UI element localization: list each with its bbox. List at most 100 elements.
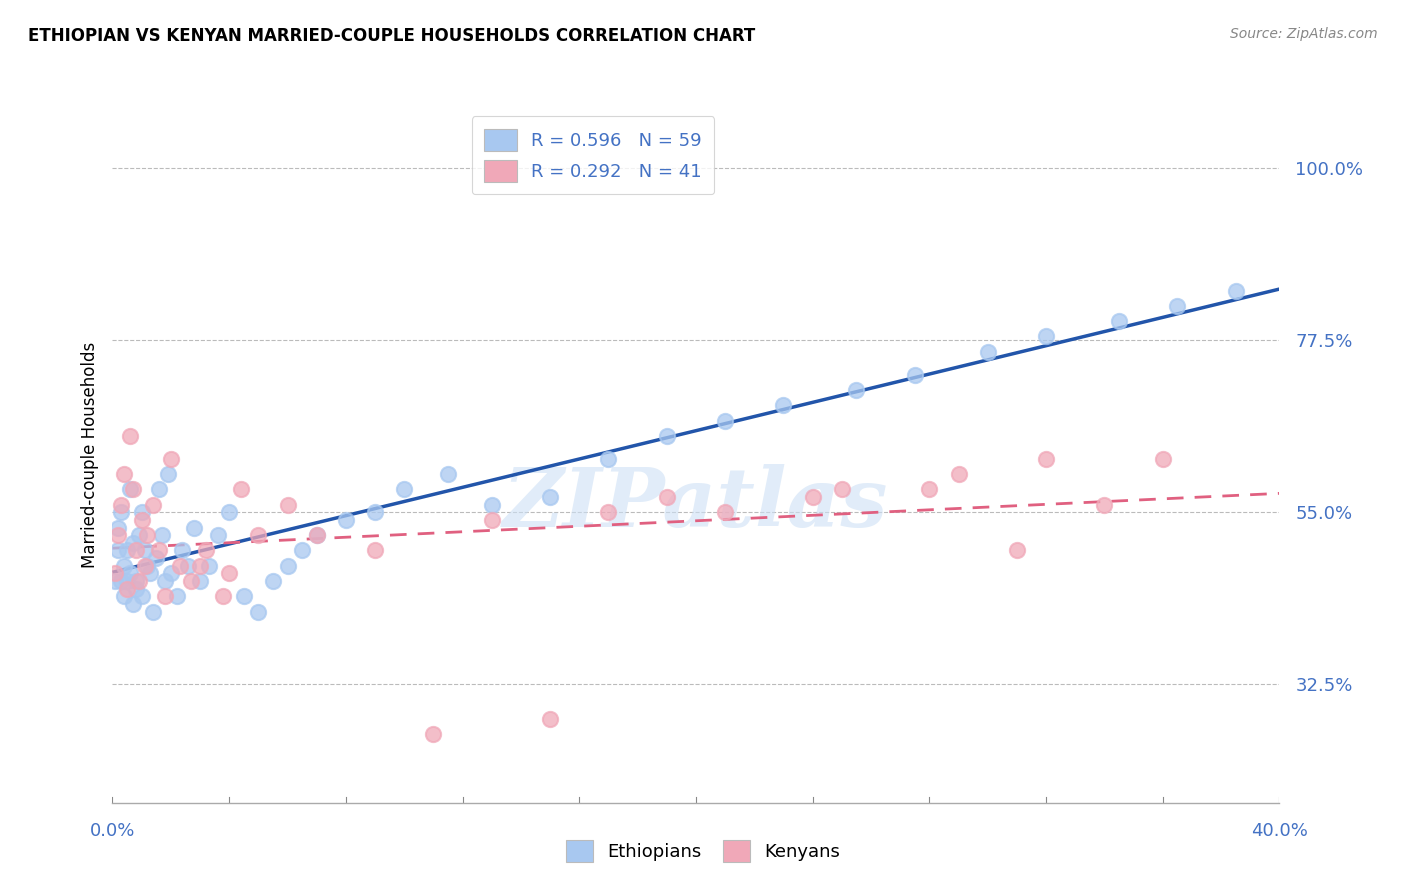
Point: [1166, 299, 1188, 313]
Text: 40.0%: 40.0%: [1251, 822, 1308, 840]
Point: [976, 344, 998, 359]
Point: [180, 574, 202, 588]
Point: [422, 727, 444, 741]
Point: [122, 536, 145, 550]
Point: [115, 543, 138, 558]
Point: [142, 498, 165, 512]
Point: [197, 558, 219, 573]
Point: [598, 505, 620, 519]
Point: [131, 505, 153, 519]
Point: [801, 490, 824, 504]
Point: [118, 429, 141, 443]
Point: [148, 543, 170, 558]
Point: [153, 574, 176, 588]
Point: [188, 574, 211, 588]
Point: [247, 528, 270, 542]
Point: [104, 566, 127, 581]
Point: [125, 574, 148, 588]
Text: ZIPatlas: ZIPatlas: [503, 464, 889, 543]
Point: [714, 413, 737, 427]
Point: [1035, 329, 1057, 343]
Point: [104, 574, 127, 588]
Text: 0.0%: 0.0%: [90, 822, 135, 840]
Point: [291, 543, 314, 558]
Point: [110, 498, 132, 512]
Point: [714, 505, 737, 519]
Point: [131, 513, 153, 527]
Point: [110, 505, 132, 519]
Point: [247, 605, 270, 619]
Point: [538, 712, 561, 726]
Point: [118, 483, 141, 497]
Point: [148, 483, 170, 497]
Point: [232, 590, 254, 604]
Point: [145, 551, 167, 566]
Point: [166, 590, 188, 604]
Point: [305, 528, 328, 542]
Point: [1092, 498, 1115, 512]
Point: [212, 590, 235, 604]
Point: [481, 513, 503, 527]
Point: [125, 543, 148, 558]
Point: [948, 467, 970, 481]
Point: [169, 558, 191, 573]
Point: [538, 490, 561, 504]
Point: [150, 528, 173, 542]
Text: ETHIOPIAN VS KENYAN MARRIED-COUPLE HOUSEHOLDS CORRELATION CHART: ETHIOPIAN VS KENYAN MARRIED-COUPLE HOUSE…: [28, 27, 755, 45]
Point: [305, 528, 328, 542]
Point: [115, 574, 138, 588]
Point: [207, 528, 229, 542]
Point: [183, 520, 205, 534]
Text: Source: ZipAtlas.com: Source: ZipAtlas.com: [1230, 27, 1378, 41]
Point: [1108, 314, 1130, 328]
Point: [276, 498, 298, 512]
Point: [655, 429, 678, 443]
Point: [142, 605, 165, 619]
Point: [128, 528, 150, 542]
Point: [122, 597, 145, 611]
Point: [107, 520, 129, 534]
Point: [194, 543, 217, 558]
Point: [1005, 543, 1028, 558]
Point: [160, 451, 183, 466]
Point: [655, 490, 678, 504]
Point: [262, 574, 284, 588]
Legend: R = 0.596   N = 59, R = 0.292   N = 41: R = 0.596 N = 59, R = 0.292 N = 41: [471, 116, 714, 194]
Point: [153, 590, 176, 604]
Point: [218, 566, 240, 581]
Point: [218, 505, 240, 519]
Point: [831, 483, 853, 497]
Y-axis label: Married-couple Households: Married-couple Households: [80, 342, 98, 568]
Point: [136, 528, 159, 542]
Point: [177, 558, 200, 573]
Point: [125, 582, 148, 596]
Point: [134, 558, 156, 573]
Point: [437, 467, 460, 481]
Point: [481, 498, 503, 512]
Point: [772, 398, 794, 412]
Point: [1225, 284, 1247, 298]
Point: [112, 467, 135, 481]
Point: [335, 513, 357, 527]
Point: [156, 467, 179, 481]
Point: [1035, 451, 1057, 466]
Point: [172, 543, 194, 558]
Point: [160, 566, 183, 581]
Point: [122, 483, 145, 497]
Point: [598, 451, 620, 466]
Legend: Ethiopians, Kenyans: Ethiopians, Kenyans: [558, 833, 848, 870]
Point: [134, 543, 156, 558]
Point: [112, 590, 135, 604]
Point: [131, 590, 153, 604]
Point: [845, 383, 868, 397]
Point: [139, 566, 162, 581]
Point: [918, 483, 941, 497]
Point: [136, 558, 159, 573]
Point: [112, 558, 135, 573]
Point: [110, 574, 132, 588]
Point: [107, 543, 129, 558]
Point: [364, 543, 387, 558]
Point: [364, 505, 387, 519]
Point: [1152, 451, 1174, 466]
Point: [276, 558, 298, 573]
